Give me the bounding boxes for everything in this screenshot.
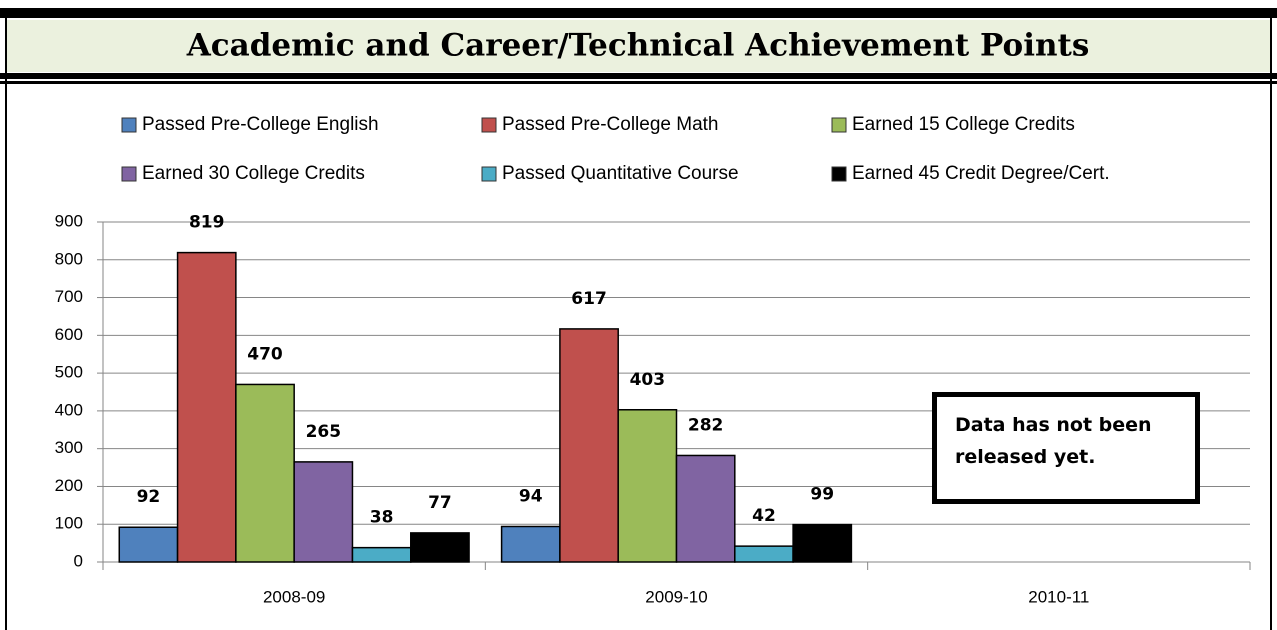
x-tick-label: 2008-09 [263,587,325,606]
title-rule [0,73,1277,79]
bar [734,545,794,563]
y-tick-label: 300 [55,438,83,457]
legend-label: Earned 15 College Credits [852,114,1075,135]
title-band [6,20,1272,72]
legend-swatch [121,166,137,182]
y-tick-label: 200 [55,476,83,495]
data-label: 42 [752,506,776,526]
data-label: 38 [370,508,394,528]
y-tick-label: 0 [74,551,83,570]
data-label: 92 [137,487,161,507]
data-label: 617 [571,289,607,309]
chart-title: Academic and Career/Technical Achievemen… [186,28,1090,64]
y-tick-label: 800 [55,249,83,268]
data-label: 94 [519,486,543,506]
legend-swatch [831,117,847,133]
data-label: 265 [306,422,342,442]
legend-swatch [121,117,137,133]
bar [617,409,678,563]
y-tick-label: 500 [55,363,83,382]
y-tick-label: 100 [55,514,83,533]
bar [792,523,853,563]
bar [293,461,354,563]
top-border [0,8,1277,18]
legend-label: Earned 45 Credit Degree/Cert. [852,163,1110,184]
x-tick-label: 2009-10 [645,587,707,606]
bar [675,454,736,563]
data-label: 470 [247,344,283,364]
data-label: 819 [189,213,225,233]
legend-label: Earned 30 College Credits [142,163,365,184]
data-label: 77 [428,493,452,513]
bar [351,546,412,563]
legend-swatch [831,166,847,182]
bar [176,251,237,563]
legend-swatch [481,117,497,133]
bar [559,328,619,563]
y-tick-label: 600 [55,325,83,344]
y-tick-label: 400 [55,400,83,419]
data-label: 403 [630,370,666,390]
x-tick-label: 2010-11 [1028,587,1089,606]
data-label: 99 [810,485,834,505]
bar [410,532,470,563]
data-label: 282 [688,415,724,435]
bar [235,383,295,563]
bar [500,525,561,563]
annotation: Data has not been released yet. [932,392,1200,504]
y-tick-label: 700 [55,287,83,306]
title-rule [0,81,1277,84]
legend-label: Passed Pre-College Math [502,114,719,135]
legend-label: Passed Quantitative Course [502,163,739,184]
y-tick-label: 900 [55,211,83,230]
bar [118,526,179,563]
legend-label: Passed Pre-College English [142,114,379,135]
legend-swatch [481,166,497,182]
